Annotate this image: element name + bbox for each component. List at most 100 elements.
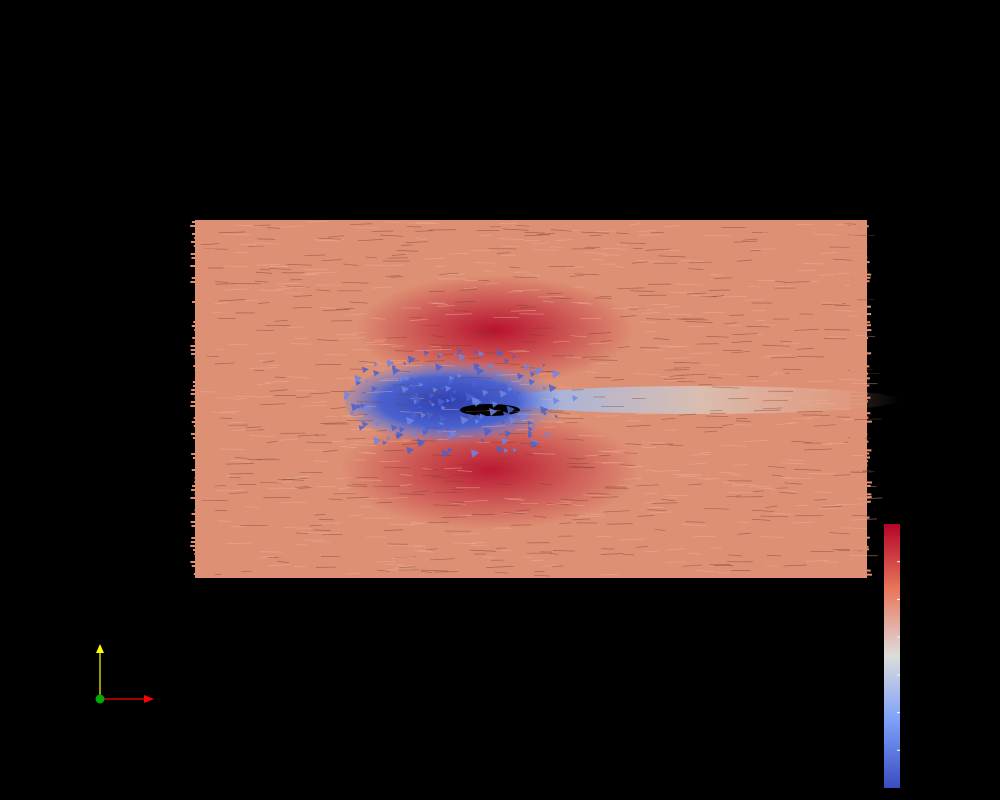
- glyph-arrow: [234, 395, 260, 398]
- glyph-arrow: [569, 274, 584, 277]
- glyph-arrow: [731, 340, 753, 343]
- glyph-arrow: [571, 466, 596, 468]
- glyph-arrow: [390, 556, 415, 559]
- glyph-arrow: [521, 419, 534, 421]
- glyph-arrow: [512, 289, 541, 291]
- glyph-arrow: [318, 518, 335, 521]
- glyph-arrow: [611, 307, 638, 309]
- glyph-arrow: [410, 523, 425, 525]
- core-glyph: [411, 430, 417, 436]
- glyph-arrow: [269, 389, 288, 392]
- glyph-arrow: [688, 261, 713, 264]
- glyph-arrow: [225, 265, 248, 268]
- glyph-arrow: [585, 371, 598, 373]
- glyph-arrow: [454, 310, 470, 312]
- edge-glyph: [849, 245, 868, 248]
- core-glyph: [531, 426, 536, 431]
- glyph-arrow: [295, 396, 311, 398]
- glyph-arrow: [594, 297, 612, 299]
- glyph-arrow: [615, 244, 629, 246]
- core-glyph: [446, 426, 451, 432]
- glyph-arrow: [821, 302, 843, 305]
- glyph-arrow: [332, 440, 345, 442]
- glyph-arrow: [338, 487, 350, 490]
- core-glyph: [528, 378, 536, 386]
- glyph-arrow: [256, 396, 272, 398]
- core-glyph: [552, 397, 560, 405]
- glyph-arrow: [576, 302, 593, 305]
- glyph-arrow: [820, 252, 837, 254]
- glyph-arrow: [765, 505, 778, 508]
- core-glyph: [437, 398, 446, 406]
- glyph-arrow: [363, 363, 383, 365]
- core-glyph: [422, 429, 429, 436]
- core-glyph: [436, 429, 443, 435]
- glyph-arrow: [571, 389, 584, 391]
- glyph-arrow: [735, 420, 752, 423]
- glyph-arrow: [297, 434, 319, 437]
- glyph-arrow: [706, 335, 729, 338]
- core-glyph: [446, 398, 451, 403]
- glyph-arrow: [728, 324, 742, 327]
- glyph-arrow: [767, 465, 786, 469]
- glyph-arrow: [644, 550, 659, 553]
- glyph-arrow: [497, 238, 523, 240]
- glyph-arrow: [276, 287, 292, 290]
- glyph-arrow: [533, 574, 550, 577]
- glyph-arrow: [746, 325, 770, 328]
- glyph-arrow: [346, 496, 369, 499]
- glyph-arrow: [422, 468, 433, 471]
- glyph-arrow: [726, 495, 741, 498]
- glyph-arrow: [426, 548, 438, 551]
- glyph-arrow: [542, 300, 555, 303]
- glyph-arrow: [452, 542, 476, 545]
- glyph-arrow: [513, 276, 537, 279]
- edge-glyph: [849, 356, 867, 359]
- edge-glyph: [849, 509, 863, 512]
- edge-glyph: [849, 496, 872, 499]
- core-glyph: [403, 361, 407, 366]
- glyph-arrow: [803, 448, 832, 451]
- glyph-arrow: [386, 336, 407, 339]
- glyph-arrow: [567, 457, 580, 460]
- glyph-arrow: [837, 549, 863, 552]
- glyph-arrow: [769, 373, 787, 376]
- core-glyph: [496, 349, 504, 358]
- glyph-arrow: [782, 368, 802, 371]
- glyph-arrow: [783, 564, 807, 567]
- glyph-arrow: [607, 523, 633, 525]
- core-glyph: [424, 424, 432, 432]
- glyph-arrow: [481, 425, 506, 428]
- core-glyph: [473, 398, 482, 407]
- glyph-arrow: [392, 383, 413, 386]
- glyph-arrow: [524, 234, 551, 237]
- core-glyph: [440, 386, 445, 391]
- glyph-arrow: [349, 514, 363, 517]
- glyph-arrow: [602, 247, 628, 250]
- glyph-arrow: [603, 510, 630, 513]
- glyph-arrow: [454, 300, 476, 303]
- glyph-arrow: [697, 477, 715, 480]
- core-glyph: [449, 430, 458, 439]
- glyph-arrow: [295, 475, 311, 478]
- glyph-arrow: [405, 241, 429, 243]
- glyph-arrow: [306, 220, 328, 223]
- glyph-arrow: [508, 349, 526, 352]
- glyph-arrow: [838, 378, 865, 381]
- glyph-arrow: [731, 351, 750, 354]
- glyph-arrow: [498, 432, 526, 435]
- glyph-arrow: [759, 536, 784, 538]
- glyph-arrow: [767, 393, 783, 397]
- glyph-arrow: [234, 397, 247, 400]
- glyph-arrow: [673, 362, 700, 364]
- glyph-arrow: [688, 268, 704, 270]
- glyph-arrow: [351, 414, 368, 417]
- glyph-arrow: [641, 312, 661, 314]
- glyph-arrow: [494, 362, 520, 365]
- glyph-arrow: [636, 546, 648, 548]
- glyph-arrow: [797, 269, 817, 272]
- glyph-arrow: [299, 404, 327, 407]
- glyph-arrow: [753, 490, 765, 493]
